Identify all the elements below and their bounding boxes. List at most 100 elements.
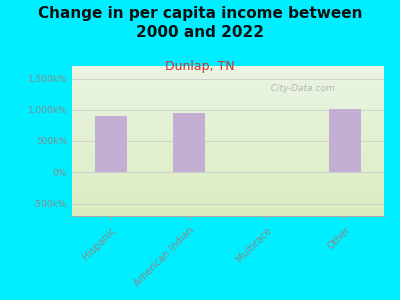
Bar — [72, 96, 384, 98]
Bar — [72, 174, 384, 176]
Bar — [72, 128, 384, 129]
Bar — [72, 68, 384, 69]
Text: City-Data.com: City-Data.com — [266, 84, 335, 93]
Bar — [95, 116, 127, 172]
Bar — [72, 154, 384, 156]
Bar — [72, 132, 384, 134]
Bar — [72, 66, 384, 68]
Bar — [72, 208, 384, 210]
Bar — [72, 144, 384, 146]
Bar — [72, 75, 384, 76]
Bar — [72, 136, 384, 138]
Bar — [72, 212, 384, 213]
Bar — [173, 113, 205, 172]
Bar — [72, 72, 384, 74]
Bar — [72, 106, 384, 108]
Bar — [72, 90, 384, 92]
Bar — [72, 147, 384, 148]
Bar — [72, 146, 384, 147]
Bar — [72, 189, 384, 190]
Bar — [72, 164, 384, 165]
Bar — [72, 210, 384, 212]
Bar — [72, 201, 384, 202]
Bar — [72, 70, 384, 72]
Bar — [72, 204, 384, 206]
Bar — [72, 134, 384, 135]
Bar — [72, 123, 384, 124]
Bar — [72, 103, 384, 105]
Bar — [72, 178, 384, 180]
Bar — [72, 190, 384, 192]
Bar — [72, 130, 384, 132]
Bar — [72, 98, 384, 99]
Bar — [72, 141, 384, 142]
Bar — [72, 92, 384, 93]
Bar — [72, 194, 384, 195]
Bar — [72, 162, 384, 164]
Bar — [72, 94, 384, 96]
Bar — [72, 82, 384, 84]
Bar — [72, 186, 384, 188]
Bar — [72, 177, 384, 178]
Bar — [72, 169, 384, 171]
Bar — [72, 140, 384, 141]
Bar — [72, 102, 384, 104]
Text: Change in per capita income between
2000 and 2022: Change in per capita income between 2000… — [38, 6, 362, 40]
Bar — [72, 183, 384, 184]
Bar — [72, 100, 384, 102]
Bar — [72, 110, 384, 111]
Bar — [72, 200, 384, 201]
Bar — [72, 150, 384, 152]
Bar — [72, 124, 384, 126]
Bar — [72, 176, 384, 177]
Bar — [72, 196, 384, 198]
Bar — [72, 180, 384, 182]
Bar — [72, 69, 384, 70]
Bar — [72, 171, 384, 172]
Bar — [72, 108, 384, 110]
Bar — [72, 126, 384, 128]
Bar — [72, 117, 384, 118]
Bar — [72, 118, 384, 120]
Bar — [72, 168, 384, 170]
Bar — [72, 111, 384, 112]
Bar — [72, 129, 384, 130]
Bar — [72, 172, 384, 174]
Bar — [72, 81, 384, 82]
Bar — [72, 78, 384, 80]
Bar — [72, 165, 384, 166]
Bar — [72, 158, 384, 159]
Bar — [72, 99, 384, 100]
Bar — [72, 184, 384, 186]
Bar — [72, 192, 384, 194]
Bar — [72, 153, 384, 154]
Bar — [72, 80, 384, 81]
Bar — [72, 120, 384, 122]
Bar — [72, 114, 384, 116]
Bar — [72, 142, 384, 144]
Bar — [72, 195, 384, 196]
Bar — [72, 85, 384, 87]
Bar — [72, 76, 384, 78]
Bar — [72, 135, 384, 136]
Text: Dunlap, TN: Dunlap, TN — [165, 60, 235, 73]
Bar — [72, 74, 384, 75]
Bar — [72, 167, 384, 168]
Bar — [72, 93, 384, 94]
Bar — [72, 213, 384, 214]
Bar — [72, 214, 384, 216]
Bar — [72, 159, 384, 160]
Bar — [72, 148, 384, 150]
Bar — [72, 198, 384, 200]
Bar — [72, 105, 384, 106]
Bar — [72, 202, 384, 204]
Bar — [72, 188, 384, 189]
Bar — [72, 138, 384, 140]
Bar — [72, 88, 384, 90]
Bar — [72, 160, 384, 162]
Bar — [72, 116, 384, 117]
Bar — [72, 207, 384, 208]
Bar — [329, 109, 361, 172]
Bar — [72, 156, 384, 158]
Bar — [72, 112, 384, 114]
